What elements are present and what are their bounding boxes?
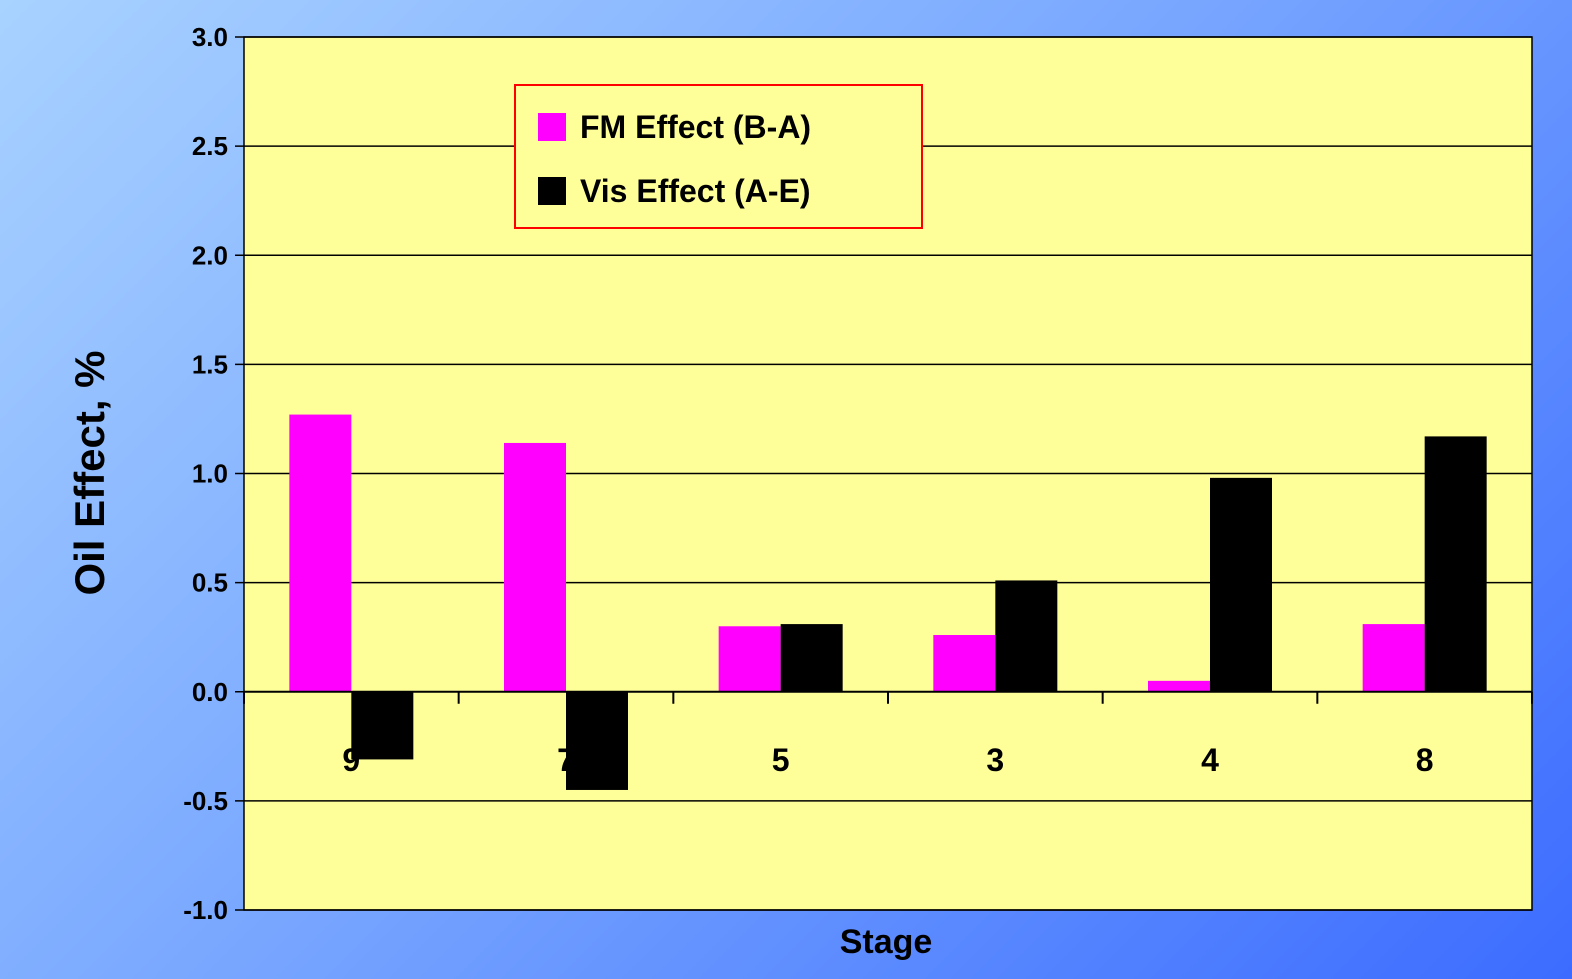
- y-tick-label: -0.5: [183, 786, 228, 816]
- plot-border: [243, 36, 1533, 911]
- y-tick-label: 1.0: [192, 459, 228, 489]
- x-axis-title: Stage: [840, 923, 933, 961]
- bar-vis-stage-4: [1210, 477, 1272, 692]
- legend-swatch-vis: [538, 177, 566, 205]
- bar-fm-stage-9: [289, 414, 352, 692]
- bar-vis-stage-5: [780, 624, 843, 692]
- x-tick-label: 5: [772, 742, 790, 778]
- legend-box: [514, 84, 923, 229]
- legend-label-fm: FM Effect (B-A): [580, 109, 811, 145]
- y-tick-label: 0.5: [192, 568, 228, 598]
- y-tick-label: 3.0: [192, 22, 228, 52]
- bar-vis-stage-7: [566, 691, 628, 790]
- y-tick-label: 2.5: [192, 131, 228, 161]
- x-tick-label: 4: [1201, 742, 1219, 778]
- bar-fm-stage-4: [1148, 680, 1210, 692]
- bars: [289, 414, 1487, 790]
- bar-fm-stage-7: [504, 442, 566, 692]
- y-axis-title: Oil Effect, %: [66, 350, 113, 595]
- bar-vis-stage-9: [351, 691, 414, 760]
- y-tick-label: 2.0: [192, 240, 228, 270]
- y-tick-label: 0.0: [192, 677, 228, 707]
- bar-fm-stage-5: [718, 626, 781, 692]
- bar-vis-stage-3: [995, 580, 1058, 692]
- y-tick-labels: 3.0 2.5 2.0 1.5 1.0 0.5 0.0 -0.5 -1.0: [183, 22, 228, 925]
- legend: FM Effect (B-A) Vis Effect (A-E): [514, 84, 923, 229]
- legend-swatch-fm: [538, 113, 566, 141]
- y-tick-label: -1.0: [183, 895, 228, 925]
- x-tick-label: 3: [986, 742, 1004, 778]
- axes: [243, 36, 1533, 911]
- legend-label-vis: Vis Effect (A-E): [580, 173, 811, 209]
- bar-fm-stage-3: [933, 635, 996, 692]
- x-tick-label: 8: [1416, 742, 1434, 778]
- bar-fm-stage-8: [1362, 624, 1425, 692]
- bar-vis-stage-8: [1424, 436, 1487, 692]
- y-tick-label: 1.5: [192, 349, 228, 379]
